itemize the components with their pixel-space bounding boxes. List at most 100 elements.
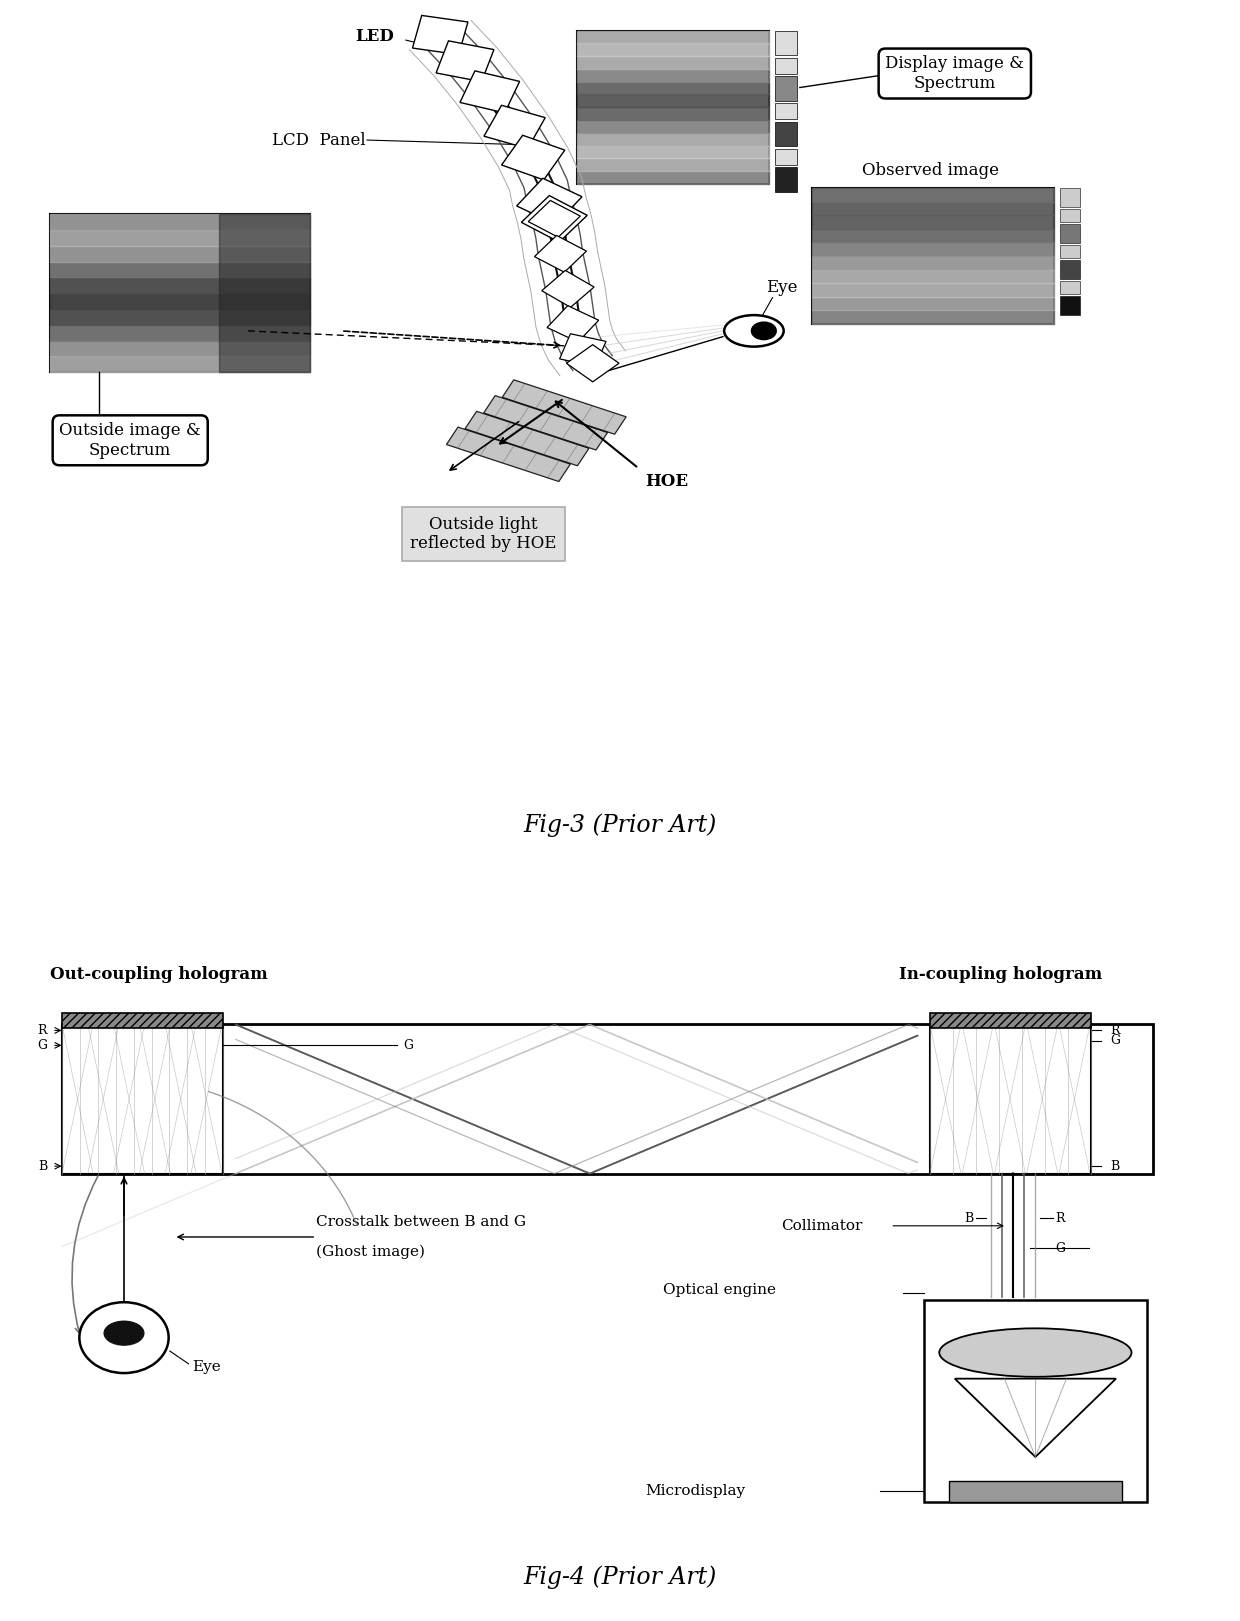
Ellipse shape: [104, 1321, 144, 1345]
Polygon shape: [50, 277, 310, 293]
Polygon shape: [775, 167, 797, 191]
Polygon shape: [460, 71, 520, 113]
Text: Display image &
Spectrum: Display image & Spectrum: [885, 55, 1024, 92]
Polygon shape: [812, 216, 1054, 229]
Polygon shape: [577, 133, 769, 146]
Text: Outside light
reflected by HOE: Outside light reflected by HOE: [410, 515, 557, 553]
Polygon shape: [812, 229, 1054, 243]
Polygon shape: [812, 243, 1054, 256]
Polygon shape: [775, 76, 797, 101]
Text: LED: LED: [356, 28, 394, 45]
Text: In-coupling hologram: In-coupling hologram: [899, 966, 1102, 984]
Polygon shape: [521, 196, 588, 242]
Polygon shape: [812, 297, 1054, 310]
Polygon shape: [577, 70, 769, 81]
Text: Out-coupling hologram: Out-coupling hologram: [50, 966, 268, 984]
Polygon shape: [62, 1024, 223, 1174]
Polygon shape: [775, 31, 797, 55]
Polygon shape: [1060, 297, 1080, 314]
Text: G: G: [37, 1039, 47, 1052]
Polygon shape: [775, 104, 797, 118]
Polygon shape: [812, 269, 1054, 284]
Text: R: R: [37, 1024, 47, 1037]
Text: B: B: [965, 1213, 973, 1225]
Polygon shape: [50, 324, 310, 340]
Polygon shape: [1060, 188, 1080, 207]
Polygon shape: [534, 235, 587, 272]
Bar: [812, 188, 1054, 324]
Polygon shape: [517, 178, 582, 224]
Polygon shape: [484, 396, 608, 451]
Text: (Ghost image): (Ghost image): [316, 1245, 425, 1260]
Polygon shape: [812, 256, 1054, 269]
Polygon shape: [50, 293, 310, 310]
Polygon shape: [577, 94, 769, 107]
Ellipse shape: [751, 323, 776, 340]
Polygon shape: [1060, 224, 1080, 243]
Text: B: B: [38, 1159, 47, 1172]
Polygon shape: [577, 81, 769, 94]
Polygon shape: [502, 135, 564, 180]
Polygon shape: [812, 284, 1054, 297]
Text: Fig-4 (Prior Art): Fig-4 (Prior Art): [523, 1566, 717, 1589]
Polygon shape: [50, 214, 310, 230]
Polygon shape: [930, 1013, 1091, 1028]
Polygon shape: [577, 146, 769, 159]
Polygon shape: [1060, 209, 1080, 222]
Polygon shape: [465, 412, 589, 465]
Text: B: B: [1110, 1159, 1118, 1172]
Polygon shape: [930, 1024, 1091, 1174]
Text: R: R: [1055, 1213, 1065, 1225]
Polygon shape: [528, 201, 580, 237]
Bar: [577, 31, 769, 183]
Text: Observed image: Observed image: [862, 162, 998, 180]
Polygon shape: [577, 44, 769, 57]
Polygon shape: [446, 426, 570, 481]
Polygon shape: [50, 340, 310, 357]
Polygon shape: [577, 159, 769, 172]
Polygon shape: [1060, 245, 1080, 258]
Polygon shape: [577, 31, 769, 44]
Polygon shape: [955, 1378, 1116, 1457]
Text: R: R: [1110, 1024, 1120, 1037]
Text: Optical engine: Optical engine: [663, 1282, 776, 1297]
Polygon shape: [812, 201, 1054, 216]
Ellipse shape: [939, 1328, 1131, 1376]
Polygon shape: [436, 41, 494, 81]
Polygon shape: [559, 334, 606, 366]
Text: Eye: Eye: [192, 1360, 221, 1375]
Text: Crosstalk between B and G: Crosstalk between B and G: [316, 1216, 526, 1229]
Polygon shape: [812, 188, 1054, 201]
Polygon shape: [1060, 259, 1080, 279]
Polygon shape: [413, 16, 467, 55]
Polygon shape: [50, 230, 310, 246]
Polygon shape: [775, 122, 797, 146]
Text: Microdisplay: Microdisplay: [645, 1485, 745, 1498]
Polygon shape: [62, 1013, 223, 1028]
Text: HOE: HOE: [645, 473, 688, 490]
Polygon shape: [502, 379, 626, 434]
Text: Fig-3 (Prior Art): Fig-3 (Prior Art): [523, 814, 717, 836]
Text: LCD  Panel: LCD Panel: [272, 131, 366, 149]
Polygon shape: [62, 1024, 1153, 1174]
Polygon shape: [567, 345, 619, 383]
Polygon shape: [924, 1300, 1147, 1501]
Polygon shape: [1060, 280, 1080, 293]
Text: Eye: Eye: [766, 279, 797, 297]
Polygon shape: [50, 246, 310, 261]
Text: G: G: [1110, 1034, 1120, 1047]
Polygon shape: [577, 57, 769, 70]
Polygon shape: [775, 58, 797, 73]
Text: G: G: [1055, 1242, 1065, 1255]
Text: Outside image &
Spectrum: Outside image & Spectrum: [60, 421, 201, 459]
Polygon shape: [775, 149, 797, 165]
Polygon shape: [812, 310, 1054, 324]
Polygon shape: [547, 306, 599, 342]
Polygon shape: [50, 261, 310, 277]
Polygon shape: [50, 310, 310, 324]
Polygon shape: [219, 214, 310, 371]
Bar: [50, 214, 310, 371]
Text: Collimator: Collimator: [781, 1219, 863, 1234]
Polygon shape: [577, 120, 769, 133]
Text: G: G: [403, 1039, 413, 1052]
